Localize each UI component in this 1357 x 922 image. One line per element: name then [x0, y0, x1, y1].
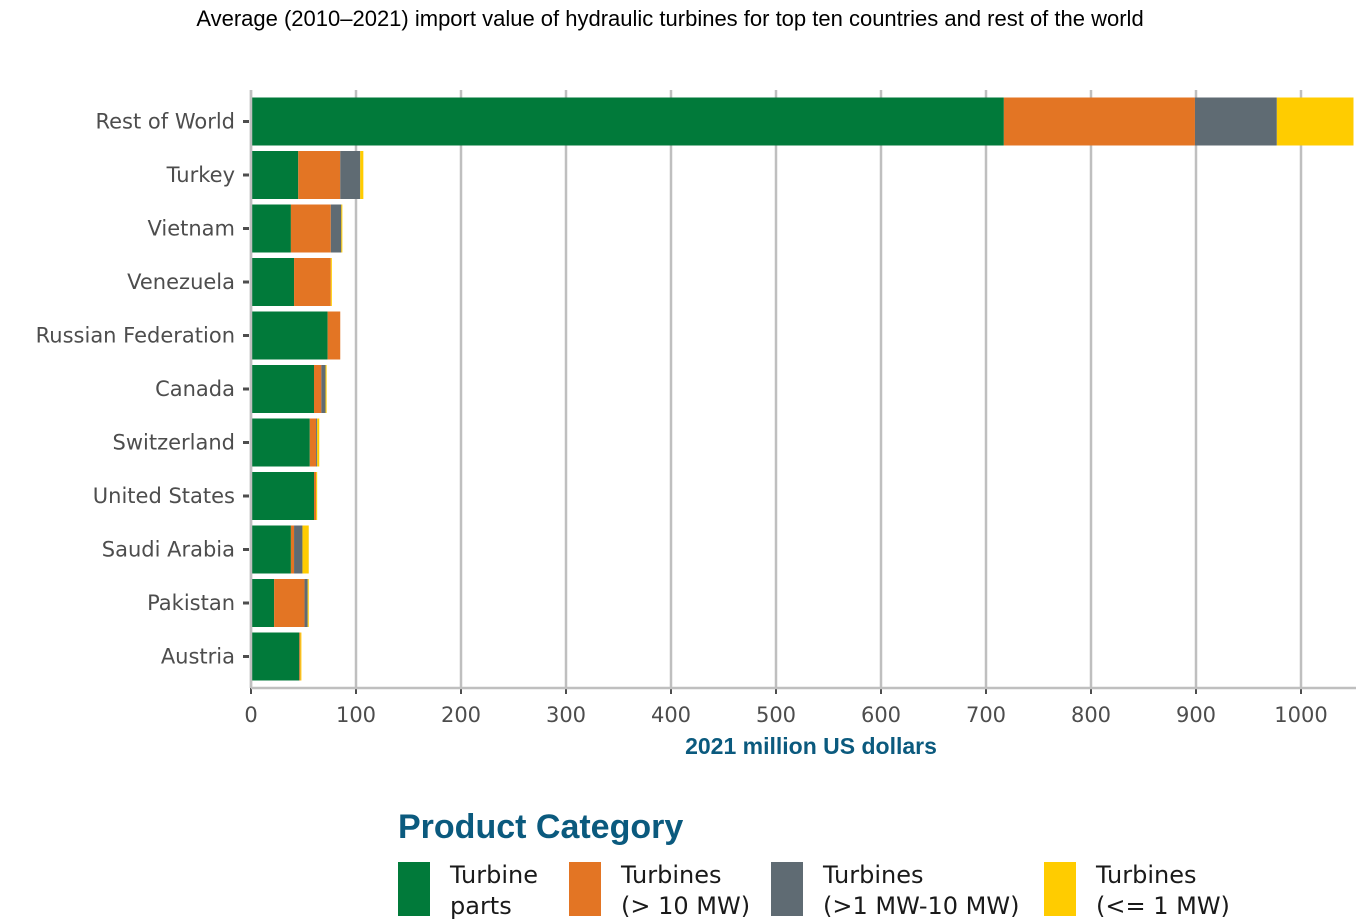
bar-segment [294, 258, 331, 306]
bar-segment [304, 579, 308, 627]
legend-swatch [569, 862, 601, 916]
y-tick-label: Austria [161, 645, 235, 669]
legend-swatch [771, 862, 803, 916]
legend-swatch [1044, 862, 1076, 916]
bar-segment [251, 97, 1004, 146]
y-tick-label: Canada [155, 377, 235, 401]
bar-segment [1194, 97, 1277, 146]
bar-segment [314, 472, 317, 520]
bar-segment [317, 418, 320, 467]
x-tick-label: 400 [651, 703, 691, 727]
legend-swatch [398, 862, 430, 916]
legend-label: Turbine parts [450, 861, 538, 920]
legend-item: Turbines (>1 MW-10 MW) [771, 861, 1020, 922]
bar-segment [316, 418, 318, 467]
bar-segment [251, 151, 299, 199]
x-tick-label: 200 [441, 703, 481, 727]
bar-segment [1276, 97, 1354, 146]
bar-segment [360, 151, 364, 199]
bar-segment [251, 365, 314, 413]
x-tick-label: 100 [336, 703, 376, 727]
y-tick-label: Rest of World [95, 110, 235, 134]
x-tick-label: 500 [756, 703, 796, 727]
legend-label: Turbines (<= 1 MW) [1096, 861, 1230, 920]
legend-item: Turbine parts [398, 861, 538, 922]
chart-title: Average (2010–2021) import value of hydr… [196, 6, 1144, 31]
bar-segment [290, 204, 331, 253]
y-tick-label: Venezuela [127, 270, 235, 294]
bar-segment [294, 525, 303, 574]
bar-segment [314, 365, 322, 413]
y-tick-label: Turkey [166, 163, 235, 187]
bar-segment [340, 151, 361, 199]
x-tick-label: 700 [966, 703, 1006, 727]
bar-segment [316, 472, 318, 520]
bar-segment [327, 311, 341, 360]
bar-segment [251, 311, 328, 360]
bar-segment [302, 525, 309, 574]
bar-segment [251, 525, 291, 574]
y-tick-label: Pakistan [147, 591, 235, 615]
bar-segment [251, 418, 310, 467]
bar-segment [325, 365, 327, 413]
bar-segment [300, 632, 302, 681]
x-tick-label: 1000 [1274, 703, 1327, 727]
legend-item: Turbines (<= 1 MW) [1044, 861, 1230, 922]
bar-segment [321, 365, 326, 413]
y-tick-label: Vietnam [147, 217, 235, 241]
legend-label: Turbines (> 10 MW) [621, 861, 751, 920]
x-tick-label: 600 [861, 703, 901, 727]
bar-segment [309, 418, 317, 467]
y-tick-label: Russian Federation [36, 324, 235, 348]
bar-segment [330, 204, 342, 253]
y-tick-label: United States [93, 484, 235, 508]
bars [251, 97, 1354, 681]
y-tick-label: Saudi Arabia [102, 538, 235, 562]
x-tick-label: 800 [1071, 703, 1111, 727]
chart-plot: 0 100 200 300 400 500 600 700 800 900 1000 Rest of … [36, 90, 1356, 759]
legend-item: Turbines (> 10 MW) [569, 861, 751, 922]
x-tick-label: 300 [546, 703, 586, 727]
bar-segment [299, 632, 301, 681]
x-tick-label: 900 [1176, 703, 1216, 727]
bar-segment [330, 258, 332, 306]
bar-segment [307, 579, 309, 627]
bar-segment [251, 472, 314, 520]
bar-segment [251, 579, 275, 627]
bar-segment [298, 151, 341, 199]
legend-title: Product Category [398, 808, 684, 846]
legend-label: Turbines (>1 MW-10 MW) [823, 861, 1020, 920]
bar-segment [251, 204, 291, 253]
bar-segment [341, 204, 343, 253]
bar-segment [251, 632, 300, 681]
x-axis-title: 2021 million US dollars [685, 733, 937, 759]
bar-segment [290, 525, 295, 574]
gridlines [249, 90, 1303, 688]
bar-segment [251, 258, 295, 306]
bar-segment [274, 579, 305, 627]
bar-segment [1003, 97, 1195, 146]
axes: 0 100 200 300 400 500 600 700 800 900 1000 Rest of … [36, 90, 1356, 727]
y-tick-label: Switzerland [113, 431, 236, 455]
x-tick-label: 0 [244, 703, 257, 727]
